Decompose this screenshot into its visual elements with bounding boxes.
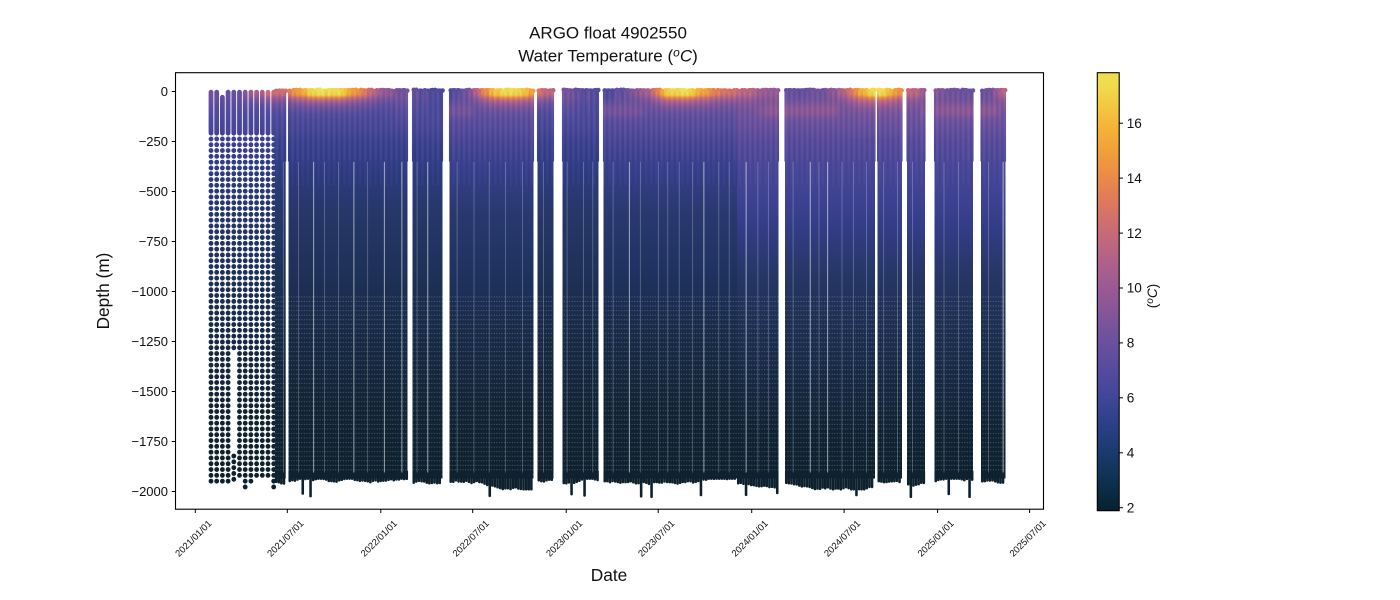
svg-text:8: 8 (1127, 336, 1135, 351)
svg-text:0: 0 (161, 84, 168, 99)
svg-text:−1000: −1000 (131, 284, 168, 299)
svg-text:Depth (m): Depth (m) (93, 253, 113, 330)
svg-text:−250: −250 (139, 134, 168, 149)
svg-text:12: 12 (1127, 226, 1142, 241)
svg-text:−1500: −1500 (131, 384, 168, 399)
svg-text:2: 2 (1127, 500, 1135, 515)
svg-text:4: 4 (1127, 446, 1135, 461)
svg-text:Date: Date (591, 565, 628, 585)
svg-text:16: 16 (1127, 116, 1142, 131)
svg-text:−750: −750 (139, 234, 168, 249)
svg-text:6: 6 (1127, 391, 1135, 406)
svg-text:ARGO float 4902550: ARGO float 4902550 (529, 24, 687, 43)
svg-text:−2000: −2000 (131, 484, 168, 499)
svg-text:10: 10 (1127, 281, 1143, 296)
svg-text:Water Temperature (oC): Water Temperature (oC) (518, 46, 698, 66)
svg-text:−1750: −1750 (131, 434, 168, 449)
svg-text:−1250: −1250 (131, 334, 168, 349)
svg-text:14: 14 (1127, 171, 1143, 186)
svg-text:−500: −500 (139, 184, 168, 199)
svg-text:(oC): (oC) (1145, 284, 1160, 308)
